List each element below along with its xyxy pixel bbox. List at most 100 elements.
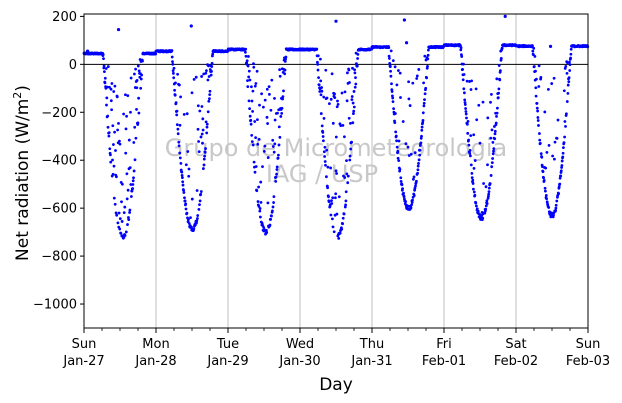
data-point <box>125 172 129 176</box>
data-point <box>420 134 423 138</box>
data-point <box>534 69 537 73</box>
data-point <box>86 49 90 53</box>
data-point <box>277 125 281 129</box>
data-point <box>274 175 278 179</box>
data-point <box>538 141 542 145</box>
data-point <box>399 179 403 183</box>
data-point <box>266 122 269 125</box>
data-point <box>327 195 330 199</box>
data-point <box>128 208 132 212</box>
data-point <box>194 75 198 79</box>
data-point <box>200 105 204 108</box>
data-point <box>278 135 282 139</box>
data-point <box>330 202 334 205</box>
data-point <box>197 150 201 154</box>
data-point <box>184 163 188 167</box>
data-point <box>534 86 538 90</box>
data-point <box>423 98 426 102</box>
data-point <box>424 86 428 90</box>
data-point <box>493 137 497 141</box>
data-point <box>536 116 540 119</box>
data-point <box>120 200 123 204</box>
data-point <box>266 201 270 205</box>
data-point <box>106 65 110 68</box>
y-axis-title-main: Net radiation (W/m <box>13 99 33 261</box>
data-point <box>141 59 144 63</box>
data-point <box>391 94 394 98</box>
data-point <box>116 221 120 225</box>
data-point <box>175 109 179 113</box>
data-point <box>476 209 480 213</box>
data-point <box>407 80 410 84</box>
data-point <box>353 68 356 72</box>
data-point <box>190 225 193 229</box>
data-point <box>550 82 554 85</box>
x-tick-date: Jan-27 <box>62 354 104 369</box>
data-point <box>404 200 407 204</box>
data-point <box>486 116 490 120</box>
data-point <box>391 96 395 100</box>
data-point <box>269 217 272 221</box>
data-point <box>252 62 255 66</box>
data-point <box>177 144 181 148</box>
data-point <box>345 159 348 163</box>
data-point <box>547 144 551 147</box>
data-point <box>200 75 204 78</box>
data-point <box>545 197 548 201</box>
data-point <box>208 89 212 93</box>
data-point <box>469 88 473 91</box>
data-point <box>118 142 122 146</box>
data-point <box>389 69 392 73</box>
data-point <box>553 140 557 144</box>
data-point <box>355 62 358 66</box>
data-point <box>197 140 201 143</box>
data-point <box>128 211 132 214</box>
data-point <box>422 81 425 85</box>
data-point <box>265 115 269 119</box>
x-tick-date: Jan-30 <box>278 354 320 369</box>
data-point <box>127 218 131 222</box>
data-point <box>114 211 118 215</box>
data-point <box>181 176 184 180</box>
data-point <box>110 82 114 85</box>
data-point <box>253 170 257 174</box>
data-point <box>567 76 571 80</box>
data-point <box>280 106 284 110</box>
data-point <box>258 103 261 107</box>
data-point <box>210 61 214 65</box>
data-point <box>335 212 339 216</box>
data-point <box>271 145 275 148</box>
data-point <box>478 141 482 145</box>
data-point <box>126 188 130 192</box>
data-point <box>178 83 181 87</box>
data-point <box>407 97 411 101</box>
data-point <box>251 89 255 93</box>
data-point <box>133 158 137 162</box>
data-point <box>170 49 174 52</box>
data-point <box>406 204 409 208</box>
y-axis-title: Net radiation (W/m2) <box>11 85 33 261</box>
data-point <box>118 227 122 231</box>
data-point <box>256 200 260 203</box>
data-point <box>258 207 262 210</box>
data-point <box>175 123 179 127</box>
data-point <box>196 127 200 131</box>
data-point <box>267 85 271 88</box>
data-point <box>132 141 136 144</box>
data-point <box>490 93 493 96</box>
data-point <box>211 52 215 56</box>
data-point <box>477 103 481 107</box>
data-point <box>125 197 129 201</box>
y-tick-label: 200 <box>52 10 77 25</box>
data-point <box>319 112 323 115</box>
data-point <box>101 52 105 56</box>
data-point <box>421 121 425 124</box>
data-point <box>532 46 536 50</box>
data-point <box>205 131 209 135</box>
data-point <box>316 54 320 58</box>
data-point <box>354 76 357 80</box>
data-point <box>260 92 263 96</box>
data-point <box>126 94 130 97</box>
data-point <box>500 46 504 50</box>
data-point <box>115 95 119 99</box>
